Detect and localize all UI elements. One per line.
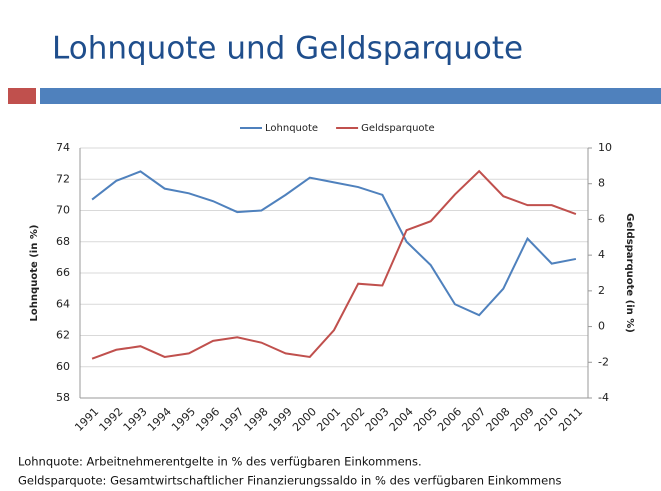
y-axis-label: Lohnquote (in %) (29, 225, 40, 322)
slide-title: Lohnquote und Geldsparquote (52, 31, 523, 67)
x-tick-label: 2008 (484, 405, 513, 434)
y2-tick-label: 6 (598, 212, 605, 225)
y2-tick-label: 10 (598, 141, 612, 154)
y-tick-label: 64 (56, 297, 70, 310)
x-tick-label: 2004 (387, 405, 416, 434)
line-series (91, 170, 577, 317)
x-tick-label: 2002 (338, 405, 367, 434)
y2-tick-label: -4 (598, 391, 609, 404)
x-tick-label: 2003 (363, 405, 392, 434)
legend-label: Lohnquote (265, 123, 318, 134)
accent-blue (40, 88, 661, 104)
x-tick-label: 2007 (459, 405, 488, 434)
y2-tick-label: -2 (598, 355, 609, 368)
x-tick-label: 1992 (97, 405, 126, 434)
y-tick-label: 62 (56, 329, 70, 342)
y2-tick-label: 2 (598, 284, 605, 297)
x-tick-label: 1995 (169, 405, 198, 434)
y-tick-label: 70 (56, 204, 70, 217)
x-tick-label: 1997 (217, 405, 246, 434)
x-tick-label: 1998 (242, 405, 271, 434)
y-tick-label: 60 (56, 360, 70, 373)
x-tick-label: 2009 (508, 405, 537, 434)
y2-tick-label: 8 (598, 177, 605, 190)
y-tick-label: 72 (56, 172, 70, 185)
x-tick-label: 1993 (121, 405, 150, 434)
x-tick-label: 2011 (556, 405, 585, 434)
y2-axis-label: Geldsparquote (in %) (624, 213, 635, 333)
y-tick-label: 74 (56, 141, 70, 154)
accent-red (8, 88, 36, 104)
x-tick-label: 2005 (411, 405, 440, 434)
x-tick-label: 1999 (266, 405, 295, 434)
x-tick-label: 1991 (72, 405, 101, 434)
x-tick-label: 2000 (290, 405, 319, 434)
y2-tick-label: 0 (598, 320, 605, 333)
note: Lohnquote: Arbeitnehmerentgelte in % des… (18, 455, 422, 469)
y2-tick-label: 4 (598, 248, 605, 261)
line-series (91, 169, 577, 360)
x-tick-label: 1994 (145, 405, 174, 434)
x-tick-label: 2006 (435, 405, 464, 434)
note: Geldsparquote: Gesamtwirtschaftlicher Fi… (18, 474, 561, 488)
legend-label: Geldsparquote (361, 123, 435, 134)
y-tick-label: 66 (56, 266, 70, 279)
x-tick-label: 1996 (193, 405, 222, 434)
x-tick-label: 2010 (532, 405, 561, 434)
x-tick-label: 2001 (314, 405, 343, 434)
y-tick-label: 58 (56, 391, 70, 404)
y-tick-label: 68 (56, 235, 70, 248)
